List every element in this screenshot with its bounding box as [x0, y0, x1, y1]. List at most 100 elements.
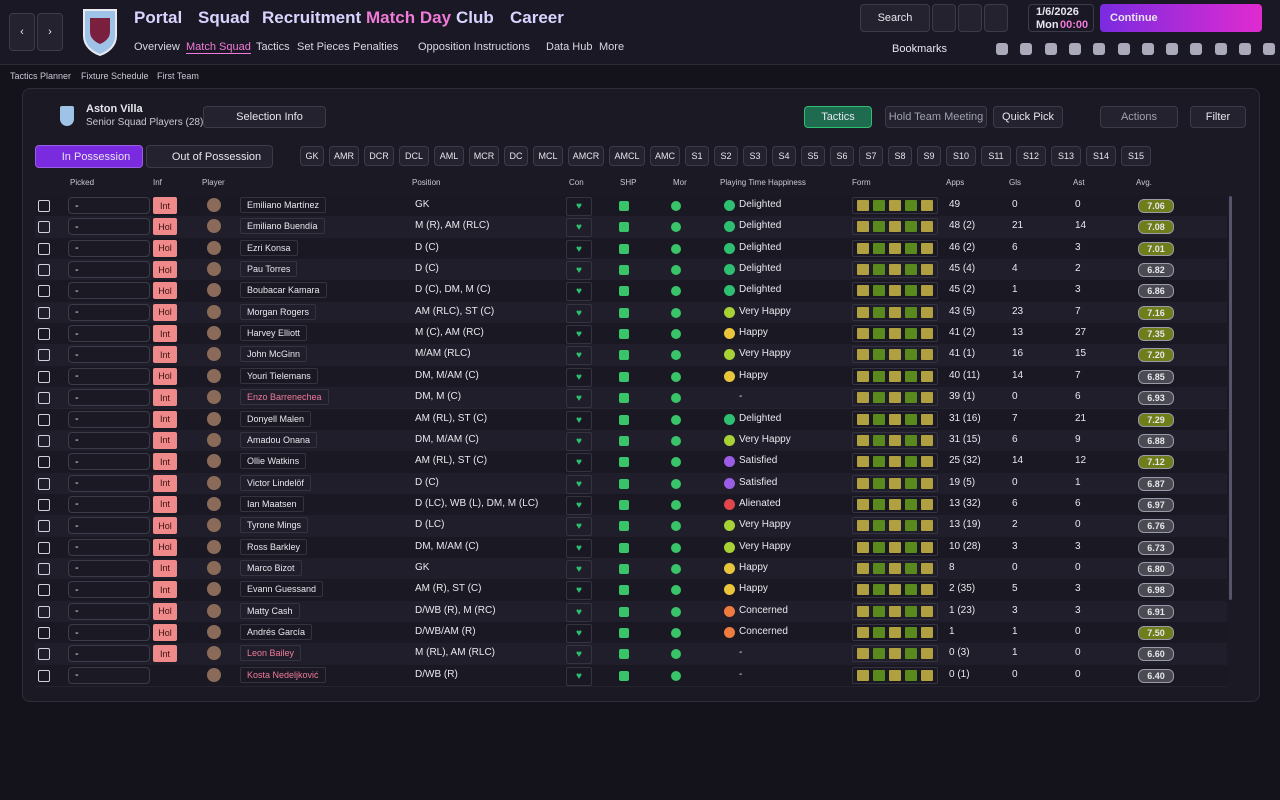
checkbox[interactable]	[38, 562, 50, 575]
checkbox[interactable]	[38, 242, 50, 255]
toolbar-icon[interactable]	[1239, 43, 1251, 55]
position-filter[interactable]: S1	[685, 146, 709, 166]
player-name[interactable]: Marco Bizot	[240, 559, 302, 576]
checkbox[interactable]	[38, 498, 50, 511]
checkbox[interactable]	[38, 328, 50, 341]
picked-dropdown[interactable]: -	[68, 261, 150, 279]
column-header[interactable]: Apps	[946, 178, 965, 187]
action-button[interactable]: Actions	[1100, 106, 1178, 128]
subnav-item[interactable]: Match Squad	[186, 41, 251, 54]
picked-dropdown[interactable]: -	[68, 666, 150, 684]
forward-button[interactable]: ›	[37, 13, 63, 51]
position-filter[interactable]: S7	[859, 146, 883, 166]
picked-dropdown[interactable]: -	[68, 624, 150, 641]
player-name[interactable]: Ross Barkley	[240, 538, 308, 555]
picked-dropdown[interactable]: -	[68, 645, 150, 663]
player-name[interactable]: Ian Maatsen	[240, 495, 304, 512]
position-filter[interactable]: AMC	[650, 146, 680, 166]
nav-item[interactable]: Match Day	[366, 8, 452, 27]
settings-button[interactable]	[984, 4, 1008, 32]
position-filter[interactable]: AML	[434, 146, 464, 166]
picked-dropdown[interactable]: -	[68, 431, 150, 449]
checkbox[interactable]	[38, 520, 50, 533]
player-name[interactable]: Ezri Konsa	[240, 239, 298, 256]
tab[interactable]: In Possession	[35, 145, 143, 168]
picked-dropdown[interactable]: -	[68, 453, 150, 471]
checkbox[interactable]	[38, 477, 50, 490]
toolbar-icon[interactable]	[1044, 43, 1057, 55]
picked-dropdown[interactable]: -	[68, 239, 150, 257]
picked-dropdown[interactable]: -	[68, 389, 150, 407]
club-icon-button[interactable]	[958, 4, 982, 32]
position-filter[interactable]: S12	[1016, 146, 1046, 166]
continue-button[interactable]: Continue	[1100, 4, 1262, 32]
checkbox[interactable]	[38, 306, 50, 319]
column-header[interactable]: Picked	[70, 178, 95, 187]
nav-item[interactable]: Career	[510, 8, 564, 27]
picked-dropdown[interactable]: -	[68, 197, 150, 214]
player-name[interactable]: Tyrone Mings	[240, 517, 309, 534]
subnav-item[interactable]: Overview	[134, 41, 180, 53]
column-header[interactable]: Ast	[1073, 178, 1085, 187]
position-filter[interactable]: GK	[300, 146, 324, 166]
picked-dropdown[interactable]: -	[68, 581, 150, 599]
toolbar-icon[interactable]	[1190, 43, 1203, 55]
player-name[interactable]: Evann Guessand	[240, 581, 324, 598]
checkbox[interactable]	[38, 434, 50, 447]
position-filter[interactable]: DCL	[399, 146, 429, 166]
picked-dropdown[interactable]: -	[68, 218, 150, 236]
subnav-item[interactable]: More	[599, 41, 625, 53]
column-header[interactable]: Mor	[673, 178, 687, 187]
player-name[interactable]: Emiliano Buendía	[240, 218, 325, 235]
toolbar-icon[interactable]	[1214, 43, 1227, 55]
bookmark-button[interactable]	[932, 4, 956, 32]
subnav-item[interactable]: Opposition Instructions	[418, 41, 530, 53]
toolbar-icon[interactable]	[1263, 43, 1276, 55]
player-name[interactable]: John McGinn	[240, 346, 308, 363]
nav-item[interactable]: Club	[456, 8, 494, 27]
toolbar-icon[interactable]	[1166, 43, 1179, 55]
picked-dropdown[interactable]: -	[68, 538, 150, 556]
subnav-item[interactable]: Tactics	[256, 41, 290, 53]
player-name[interactable]: Victor Lindelöf	[240, 474, 311, 491]
player-name[interactable]: Enzo Barrenechea	[240, 389, 329, 406]
column-header[interactable]: Player	[202, 178, 225, 187]
column-header[interactable]: Position	[412, 178, 441, 187]
bookmarks[interactable]: Bookmarks	[892, 43, 948, 55]
position-filter[interactable]: MCR	[469, 146, 499, 166]
picked-dropdown[interactable]: -	[68, 303, 150, 321]
checkbox[interactable]	[38, 605, 50, 618]
search-button[interactable]: Search	[860, 4, 930, 32]
column-header[interactable]: Gls	[1009, 178, 1021, 187]
checkbox[interactable]	[38, 285, 50, 298]
picked-dropdown[interactable]: -	[68, 474, 150, 492]
breadcrumb-item[interactable]: Fixture Schedule	[81, 71, 149, 81]
position-filter[interactable]: AMR	[329, 146, 359, 166]
checkbox[interactable]	[38, 392, 50, 405]
position-filter[interactable]: S13	[1051, 146, 1081, 166]
nav-item[interactable]: Squad	[198, 8, 250, 27]
player-name[interactable]: Youri Tielemans	[240, 367, 318, 384]
date-box[interactable]	[1028, 4, 1094, 32]
toolbar-icon[interactable]	[1020, 43, 1033, 55]
breadcrumb-item[interactable]: First Team	[157, 71, 199, 81]
picked-dropdown[interactable]: -	[68, 517, 150, 535]
toolbar-icon[interactable]	[1141, 43, 1154, 55]
position-filter[interactable]: S6	[830, 146, 854, 166]
subnav-item[interactable]: Set Pieces	[297, 41, 350, 53]
player-name[interactable]: Leon Bailey	[240, 645, 302, 662]
column-header[interactable]: Form	[852, 178, 871, 187]
column-header[interactable]: Avg.	[1136, 178, 1152, 187]
tab[interactable]: Out of Possession	[146, 145, 273, 168]
breadcrumb-item[interactable]: Tactics Planner	[10, 71, 72, 81]
player-name[interactable]: Morgan Rogers	[240, 303, 317, 320]
position-filter[interactable]: S4	[772, 146, 796, 166]
position-filter[interactable]: S11	[981, 146, 1011, 166]
checkbox[interactable]	[38, 584, 50, 597]
toolbar-icon[interactable]	[996, 43, 1008, 55]
position-filter[interactable]: DCR	[364, 146, 394, 166]
selection-info[interactable]: Selection Info	[203, 106, 326, 128]
position-filter[interactable]: S15	[1121, 146, 1151, 166]
player-name[interactable]: Matty Cash	[240, 602, 300, 619]
checkbox[interactable]	[38, 413, 50, 426]
